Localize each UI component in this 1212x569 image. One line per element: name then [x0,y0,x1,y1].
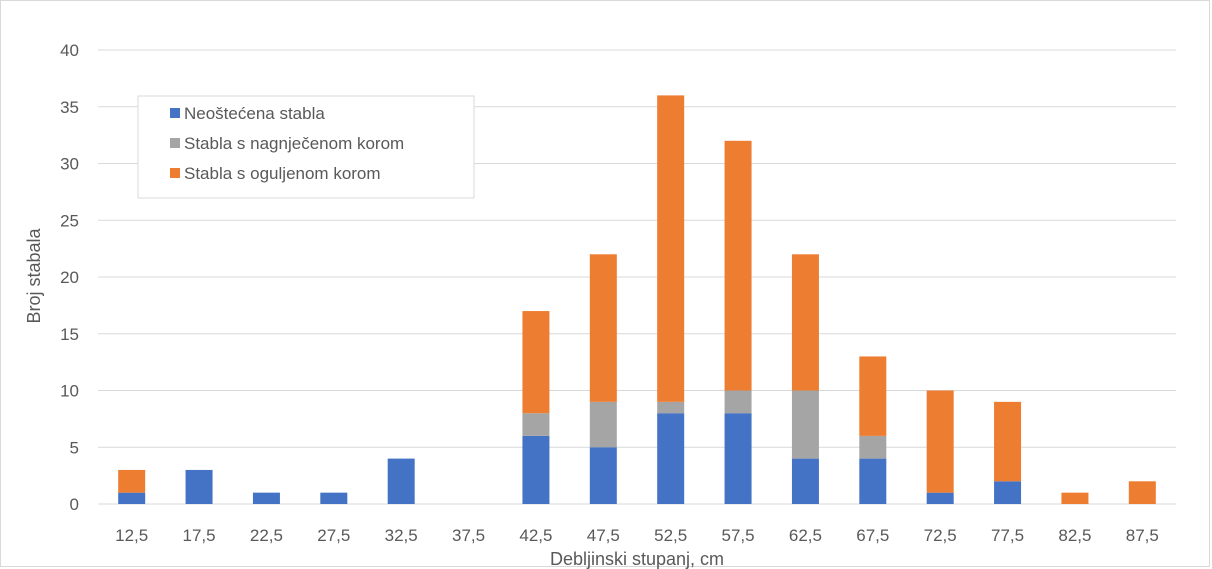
bar-segment-series-1[interactable] [118,492,146,504]
bar-segment-series-3[interactable] [994,401,1022,482]
y-tick-label: 0 [70,495,79,514]
x-tick-label: 37,5 [452,526,485,545]
x-tick-label: 67,5 [856,526,889,545]
y-tick-label: 25 [60,211,79,230]
legend-label: Stabla s oguljenom korom [184,164,381,183]
bar-segment-series-1[interactable] [185,469,213,504]
bar-segment-series-1[interactable] [252,492,280,504]
x-tick-label: 47,5 [587,526,620,545]
bar-segment-series-2[interactable] [859,435,887,459]
x-tick-label: 82,5 [1058,526,1091,545]
x-tick-label: 57,5 [722,526,755,545]
x-tick-label: 27,5 [317,526,350,545]
x-tick-label: 52,5 [654,526,687,545]
bar-segment-series-3[interactable] [791,254,819,391]
y-tick-label: 15 [60,325,79,344]
bar-segment-series-3[interactable] [1061,492,1089,504]
bar-segment-series-1[interactable] [724,413,752,504]
y-tick-labels: 0 5 10 15 20 25 30 35 40 [60,41,79,514]
x-tick-label: 77,5 [991,526,1024,545]
bar-segment-series-1[interactable] [387,458,415,504]
bar-segment-series-3[interactable] [118,469,146,493]
bar-segment-series-2[interactable] [657,401,685,414]
bar-segment-series-3[interactable] [926,390,954,493]
bar-segment-series-2[interactable] [589,401,617,448]
y-tick-label: 35 [60,98,79,117]
y-tick-label: 10 [60,382,79,401]
bar-segment-series-3[interactable] [589,254,617,402]
y-tick-label: 20 [60,268,79,287]
bar-segment-series-3[interactable] [724,140,752,391]
bar-segment-series-1[interactable] [791,458,819,504]
x-tick-label: 42,5 [519,526,552,545]
bar-segment-series-1[interactable] [657,413,685,504]
bar-segment-series-1[interactable] [522,435,550,504]
x-tick-label: 62,5 [789,526,822,545]
y-tick-label: 5 [70,438,79,457]
y-tick-label: 40 [60,41,79,60]
x-tick-label: 72,5 [924,526,957,545]
y-tick-label: 30 [60,155,79,174]
bar-segment-series-3[interactable] [1128,481,1156,504]
bar-segment-series-3[interactable] [522,311,550,414]
legend-swatch [170,108,180,118]
legend-swatch [170,168,180,178]
x-axis-title: Debljinski stupanj, cm [550,549,724,569]
bars [118,95,1156,504]
x-tick-label: 87,5 [1126,526,1159,545]
x-tick-label: 32,5 [385,526,418,545]
legend-label: Stabla s nagnječenom korom [184,134,404,153]
bar-segment-series-3[interactable] [657,95,685,402]
bar-segment-series-1[interactable] [589,447,617,504]
x-tick-label: 12,5 [115,526,148,545]
bar-segment-series-2[interactable] [724,390,752,414]
x-tick-label: 17,5 [183,526,216,545]
y-axis-title: Broj stabala [24,227,44,323]
legend[interactable]: Neoštećena stabla Stabla s nagnječenom ko… [137,95,475,199]
bar-segment-series-1[interactable] [859,458,887,504]
bar-segment-series-2[interactable] [522,413,550,436]
bar-segment-series-3[interactable] [859,356,887,436]
bar-segment-series-1[interactable] [320,492,348,504]
legend-label: Neoštećena stabla [184,104,325,123]
bar-segment-series-1[interactable] [926,492,954,504]
x-tick-labels: 12,5 17,5 22,5 27,5 32,5 37,5 42,5 47,5 52,5 57,5… [115,526,1159,545]
bar-segment-series-1[interactable] [994,481,1022,504]
legend-swatch [170,138,180,148]
legend-box [137,95,475,199]
x-tick-label: 22,5 [250,526,283,545]
bar-segment-series-2[interactable] [791,390,819,459]
